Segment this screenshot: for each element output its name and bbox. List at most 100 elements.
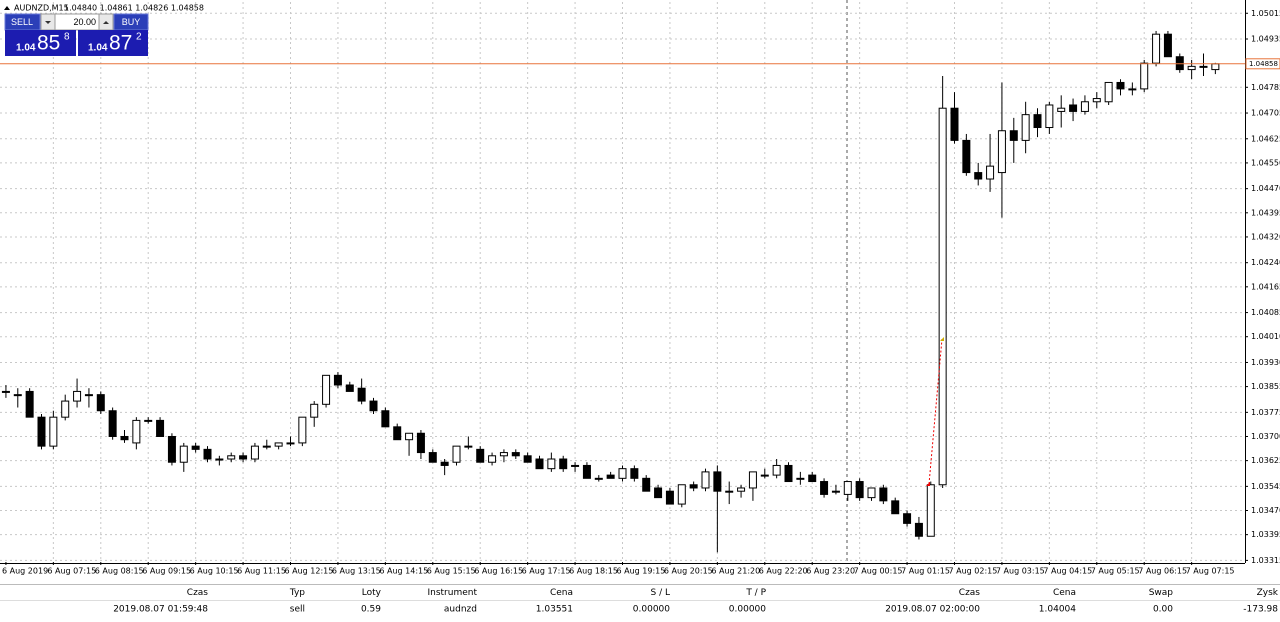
candle-body [760,474,769,477]
candle-body [488,455,497,463]
candle-body [1140,62,1149,90]
y-tick-label: 1.03700 [1251,432,1280,441]
candle-body [914,522,923,537]
candle-body [25,390,34,418]
candle-body [1116,81,1125,90]
candle-body [642,477,651,492]
x-tick-label: 7 Aug 03:15 [996,567,1045,576]
table-cell: 0.00000 [729,605,766,615]
candle-body [132,419,141,444]
x-tick-label: 6 Aug 17:15 [522,567,571,576]
candle-body [808,474,817,483]
candle-body [156,419,165,437]
candle-body [428,452,437,463]
candle-body [831,490,840,493]
candle-body [784,464,793,483]
candle-body [13,394,22,397]
x-tick-label: 6 Aug 09:15 [142,567,191,576]
candle-body [938,107,947,486]
x-tick-label: 7 Aug 05:15 [1091,567,1140,576]
column-header: Loty [362,588,382,598]
column-header: Cena [1053,588,1076,598]
y-tick-label: 1.03395 [1251,530,1280,539]
candle-body [274,442,283,447]
trade-line [928,338,943,485]
candle-body [286,442,295,445]
y-tick-label: 1.03855 [1251,382,1280,391]
y-tick-label: 1.04240 [1251,258,1280,267]
candle-body [345,384,354,392]
buy-price-box[interactable] [78,30,148,56]
y-tick-label: 1.04085 [1251,308,1280,317]
plot: 1.05015 1.04935 1.04785 1.04705 1.04625 1.045… [0,2,1280,576]
sell-label: SELL [11,17,33,27]
candle-body [582,464,591,479]
candle-body [49,416,58,447]
x-tick-label: 6 Aug 07:15 [47,567,96,576]
table-cell: 2019.08.07 02:00:00 [885,605,980,615]
candle-body [594,477,603,480]
candle-body [855,481,864,499]
candle-body [61,400,70,418]
candle-body [357,387,366,402]
y-tick-label: 1.04550 [1251,158,1280,167]
candle-body [405,432,414,441]
x-tick-label: 7 Aug 04:15 [1043,567,1092,576]
candle-body [84,394,93,397]
candle-body [511,452,520,457]
buy-label: BUY [122,17,141,27]
x-tick-label: 6 Aug 15:15 [427,567,476,576]
x-tick-label: 6 Aug 18:15 [569,567,618,576]
symbol-icon [4,6,10,10]
candle-body [369,400,378,412]
x-tick-label: 6 Aug 22:20 [759,567,808,576]
candle-body [559,458,568,470]
trade-table [0,580,1280,618]
candle-body [381,410,390,428]
candle-body [737,487,746,492]
candle-body [713,471,722,492]
x-tick-label: 6 Aug 19:15 [617,567,666,576]
table-cell: sell [290,605,305,615]
candle-body [464,445,473,448]
column-header: Czas [187,588,209,598]
candle-body [120,435,129,441]
x-tick-label: 6 Aug 12:15 [285,567,334,576]
y-tick-label: 1.04395 [1251,208,1280,217]
candle-body [879,487,888,502]
candle-body [1021,114,1030,141]
candle-body [108,410,117,437]
candle-body [547,458,556,470]
candle-body [1152,33,1161,64]
table-cell: 0.00 [1153,605,1173,615]
candle-body [630,468,639,479]
candle-body [1128,88,1137,91]
y-tick-label: 1.04935 [1251,35,1280,44]
column-header: Zysk [1257,588,1279,598]
candle-body [452,445,461,463]
table-cell: 1.04004 [1039,605,1076,615]
y-tick-label: 1.03930 [1251,358,1280,367]
x-tick-label: 6 Aug 10:15 [190,567,239,576]
candle-body [1045,104,1054,129]
candle-body [974,172,983,180]
candle-body [476,448,485,463]
x-tick-label: 7 Aug 00:15 [854,567,903,576]
table-body: Czas Typ Loty Instrument Cena S / L T / P Czas C… [113,588,1279,615]
candle-body [772,464,781,476]
candle-body [618,468,627,479]
lots-value: 20.00 [73,17,96,27]
candle-body [1187,65,1196,71]
candle-body [37,416,46,447]
sell-price-box[interactable] [5,30,76,56]
x-tick-label: 6 Aug 11:15 [237,567,286,576]
candle-body [179,445,188,463]
candle-body [215,458,224,461]
candle-body [867,487,876,499]
y-tick-label: 1.04320 [1251,232,1280,241]
table-cell: 2019.08.07 01:59:48 [113,605,208,615]
y-tick-label: 1.03775 [1251,408,1280,417]
candle-body [1175,56,1184,71]
candle-body [926,484,935,537]
